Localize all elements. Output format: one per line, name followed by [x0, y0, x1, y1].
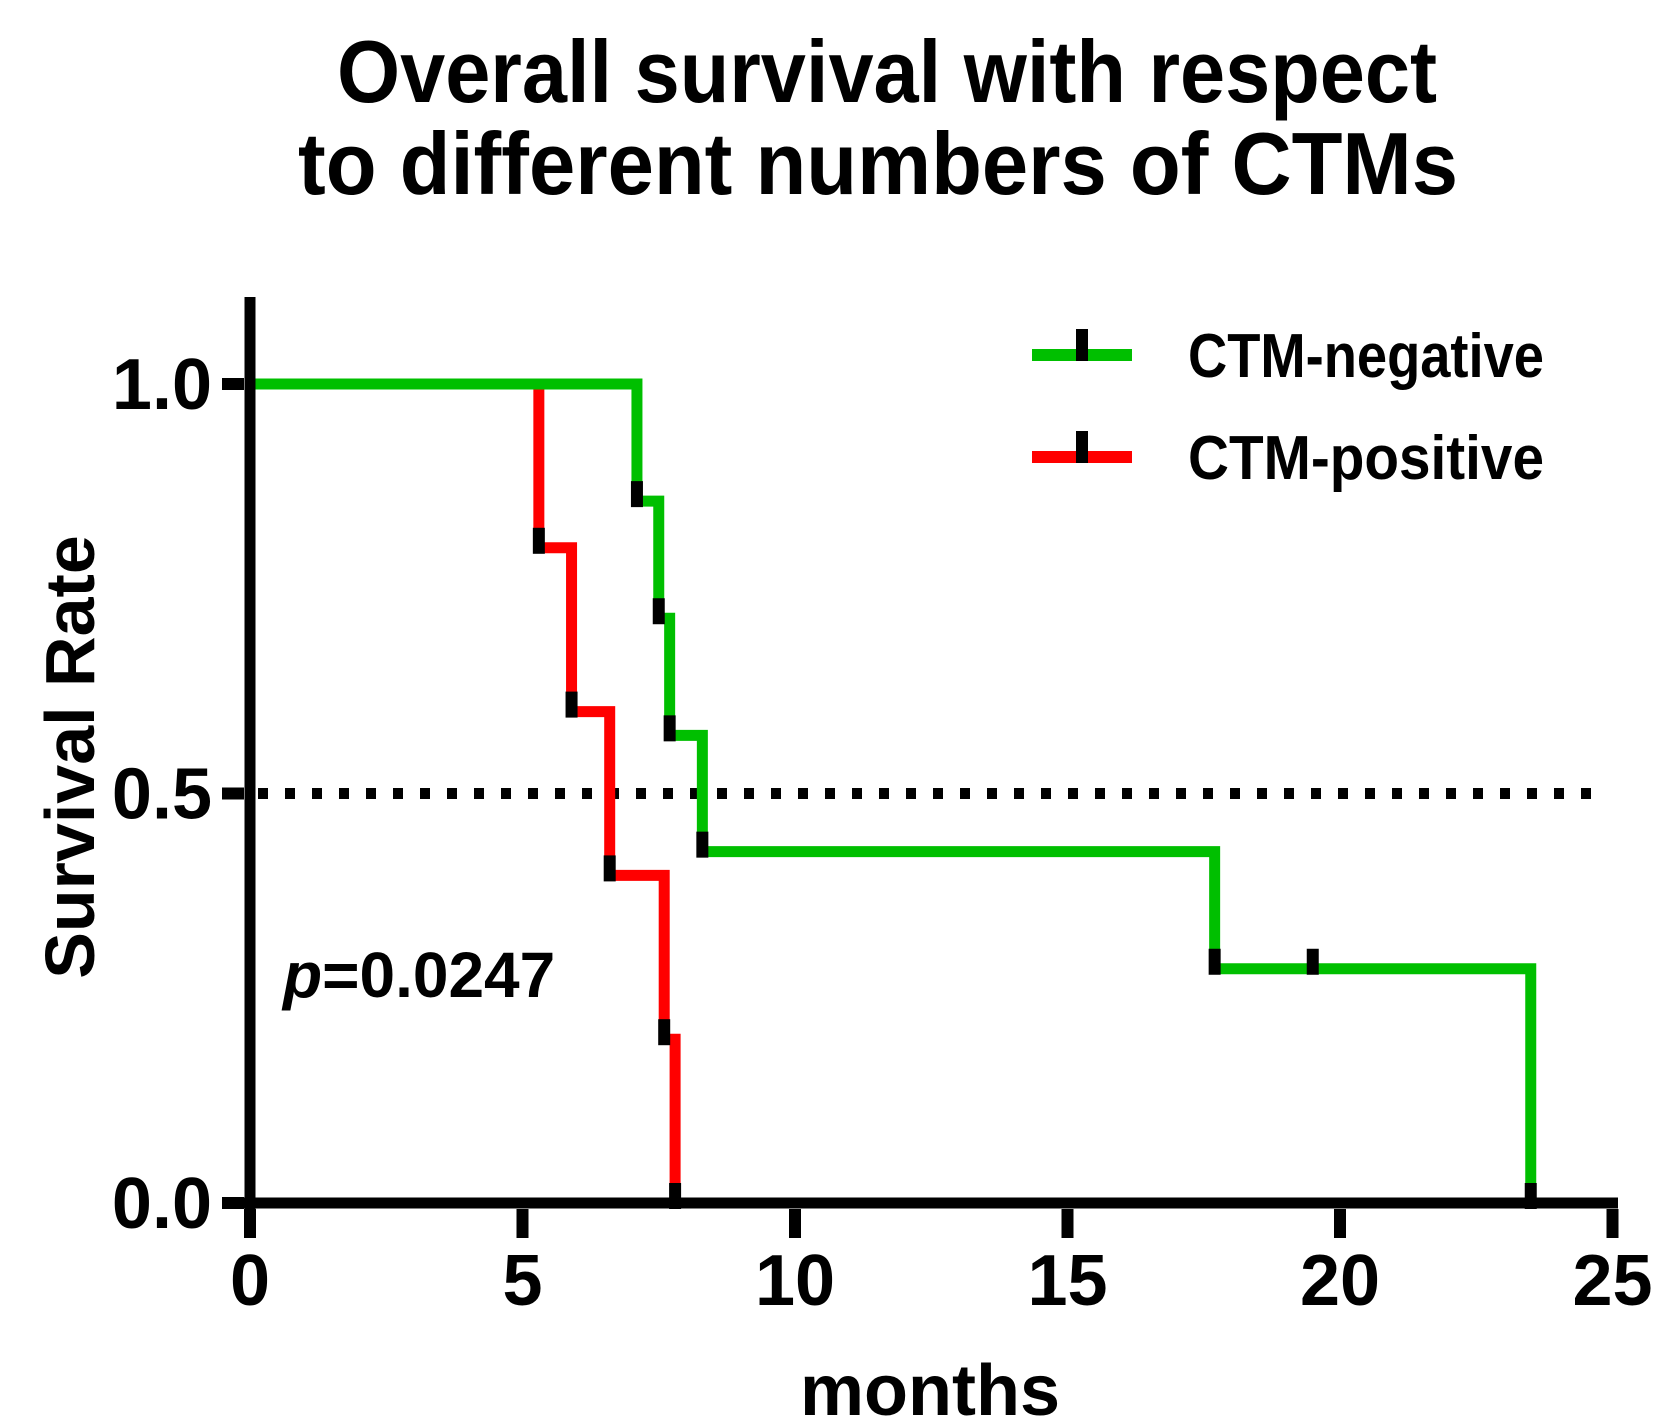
axes: 0 5 10 15 20 25 1.0 0.5 0.0 — [112, 297, 1653, 1321]
chart-title-line2: to different numbers of CTMs — [298, 114, 1458, 213]
x-axis-title: months — [800, 1351, 1060, 1424]
event-tick — [652, 598, 665, 625]
legend-label-ctm-negative: CTM-negative — [1188, 322, 1544, 391]
x-tick-label-5: 5 — [502, 1241, 542, 1321]
event-tick — [565, 691, 578, 718]
event-tick — [630, 481, 643, 508]
event-tick — [603, 855, 616, 882]
survival-curves — [250, 378, 1537, 1209]
event-tick — [1208, 948, 1221, 975]
legend-label-ctm-positive: CTM-positive — [1188, 424, 1544, 493]
y-tick-label-0.0: 0.0 — [112, 1164, 212, 1244]
p-value-text: =0.0247 — [322, 939, 555, 1011]
p-symbol: p — [281, 939, 322, 1011]
x-axis-ticks: 0 5 10 15 20 25 — [230, 1209, 1653, 1321]
censor-tick — [1306, 948, 1319, 975]
y-tick-label-0.5: 0.5 — [112, 755, 212, 835]
y-axis-title: Survival Rate — [31, 535, 109, 979]
x-tick-label-15: 15 — [1027, 1241, 1107, 1321]
x-tick-label-20: 20 — [1300, 1241, 1380, 1321]
x-tick-label-10: 10 — [755, 1241, 835, 1321]
legend-censor-tick-icon — [1076, 329, 1088, 361]
x-tick-label-25: 25 — [1572, 1241, 1652, 1321]
event-tick — [532, 527, 545, 554]
event-tick — [658, 1019, 671, 1046]
legend-censor-tick-icon — [1076, 431, 1088, 463]
legend: CTM-negative CTM-positive — [1032, 322, 1544, 493]
chart-title-line1: Overall survival with respect — [337, 22, 1437, 121]
y-tick-label-1.0: 1.0 — [112, 345, 212, 425]
y-axis-ticks: 1.0 0.5 0.0 — [112, 345, 244, 1244]
x-tick-label-0: 0 — [230, 1241, 270, 1321]
event-tick — [663, 715, 676, 742]
event-tick — [696, 831, 709, 858]
p-value-annotation: p=0.0247 — [281, 939, 555, 1011]
